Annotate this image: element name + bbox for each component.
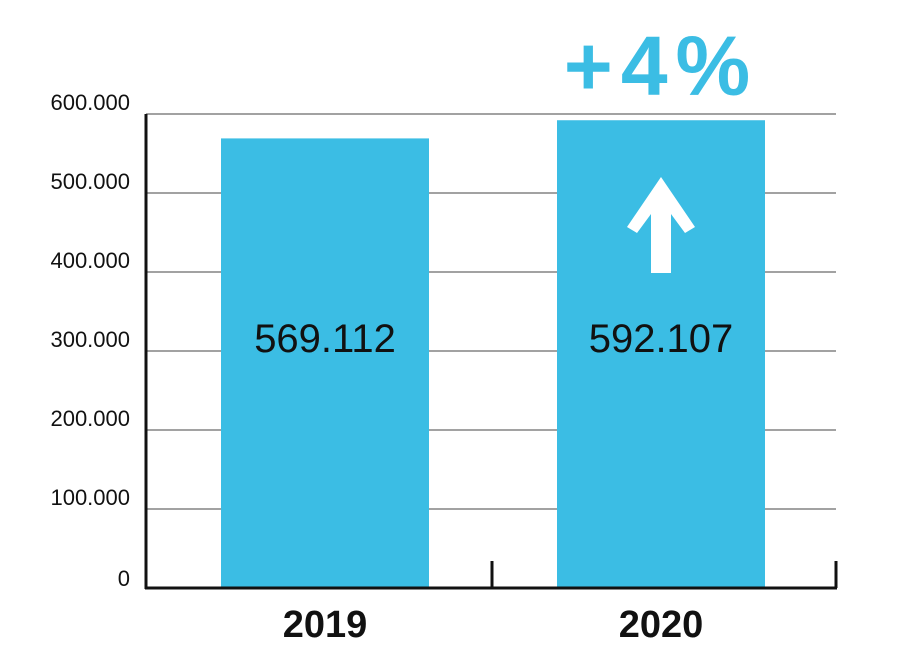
y-tick-label: 0 [118,566,130,591]
change-annotation: +4% [564,19,758,273]
bar-value-labels: 569.112 592.107 [254,317,733,361]
change-percent-label: +4% [564,19,758,113]
y-tick-label: 100.000 [50,485,130,510]
y-tick-label: 200.000 [50,406,130,431]
y-tick-label: 300.000 [50,327,130,352]
y-tick-label: 400.000 [50,248,130,273]
y-tick-label: 500.000 [50,169,130,194]
arrow-up-icon [627,177,695,273]
y-axis-tick-labels: 0 100.000 200.000 300.000 400.000 500.000 600.… [50,90,130,591]
y-tick-label: 600.000 [50,90,130,115]
bar-2019 [221,138,429,588]
value-label-2020: 592.107 [589,317,734,361]
category-label-2020: 2020 [619,604,704,646]
value-label-2019: 569.112 [254,317,396,361]
x-axis-category-labels: 2019 2020 [283,604,704,646]
x-axis-ticks [490,561,838,588]
category-label-2019: 2019 [283,604,368,646]
